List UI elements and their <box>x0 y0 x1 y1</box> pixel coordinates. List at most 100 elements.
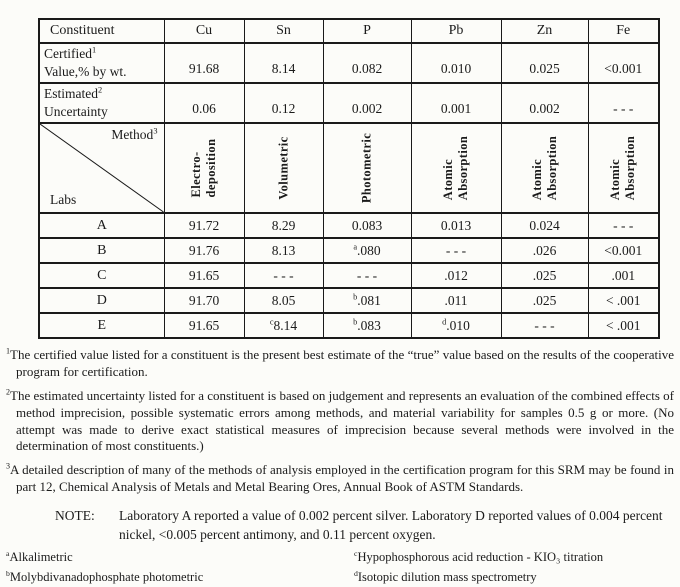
method-cell: Atomic Absorption <box>410 122 502 214</box>
value-cell: - - - <box>587 82 660 124</box>
footnote-marker-1: 1 <box>6 346 11 356</box>
value-cell: - - - <box>410 237 502 264</box>
method-label: Volumetric <box>276 136 290 200</box>
value-cell: b.083 <box>322 312 412 339</box>
footnote-marker-2: 2 <box>98 85 103 95</box>
method-word: Method <box>111 127 154 142</box>
row-label-estimated-uncertainty: Estimated2 Uncertainty <box>38 82 165 124</box>
value-cell: .025 <box>500 287 589 314</box>
corner-labs-label: Labs <box>50 192 77 207</box>
row-label-certified-value: Certified1 Value,% by wt. <box>38 42 165 84</box>
letter-footnotes: aAlkalimetric bMolybdivanadophosphate pho… <box>6 549 674 587</box>
lab-label-C: C <box>38 262 165 289</box>
value-cell: 0.013 <box>410 212 502 239</box>
value-cell: .012 <box>410 262 502 289</box>
lab-row-E: E 91.65 c8.14 b.083 d.010- - - < .001 <box>38 312 660 339</box>
cell-footnote-marker-b: b <box>353 292 358 301</box>
note-text: Laboratory A reported a value of 0.002 p… <box>119 508 663 543</box>
column-header-fe: Fe <box>587 18 660 44</box>
value-cell: 91.65 <box>163 262 245 289</box>
method-label: Atomic Absorption <box>529 135 559 201</box>
certification-table: Constituent Cu Sn P Pb Zn Fe Certified1 Value,%… <box>38 18 660 339</box>
method-cell: Volumetric <box>243 122 324 214</box>
value-cell: 0.12 <box>243 82 324 124</box>
value-cell: 0.025 <box>500 42 589 84</box>
value-cell: - - - <box>322 262 412 289</box>
value-cell: d.010 <box>410 312 502 339</box>
lab-row-D: D 91.70 8.05 b.081.011.025 < .001 <box>38 287 660 314</box>
footnote-marker-d: d <box>354 568 358 578</box>
method-label: Atomic Absorption <box>608 135 638 201</box>
value-cell: 8.14 <box>243 42 324 84</box>
value-cell: 91.72 <box>163 212 245 239</box>
diagonal-line <box>40 124 164 212</box>
value-cell: .026 <box>500 237 589 264</box>
cell-footnote-marker-c: c <box>269 317 274 326</box>
value-cell: c8.14 <box>243 312 324 339</box>
method-label: Photometric <box>359 132 374 204</box>
footnote-2: 2The estimated uncertainty listed for a … <box>6 387 674 454</box>
value-cell: 0.024 <box>500 212 589 239</box>
value-cell: - - - <box>587 212 660 239</box>
note-paragraph: NOTE: Laboratory A reported a value of 0.… <box>55 507 672 545</box>
value-cell: 0.002 <box>322 82 412 124</box>
column-header-constituent: Constituent <box>38 18 165 44</box>
column-header-p: P <box>322 18 412 44</box>
method-cell: Atomic Absorption <box>500 122 589 214</box>
value-cell: .025 <box>500 262 589 289</box>
footnote-marker-2: 2 <box>6 387 11 397</box>
method-cell: Electro- deposition <box>163 122 245 214</box>
labs-body: A 91.72 8.29 0.083 0.013 0.024- - - B 91.76 8.13… <box>38 212 660 339</box>
value-cell: 91.65 <box>163 312 245 339</box>
footnote-1: 1The certified value listed for a consti… <box>6 346 674 379</box>
cell-footnote-marker-a: a <box>353 242 358 251</box>
method-cell: Atomic Absorption <box>587 122 660 214</box>
value-cell: < .001 <box>587 287 660 314</box>
lab-row-B: B 91.76 8.13 a.080- - - .026 <0.001 <box>38 237 660 264</box>
footnote-3: 3A detailed description of many of the m… <box>6 462 674 495</box>
value-cell: 91.76 <box>163 237 245 264</box>
value-cell: .011 <box>410 287 502 314</box>
value-cell: - - - <box>243 262 324 289</box>
cell-footnote-marker-b: b <box>353 317 358 326</box>
footnote-marker-a: a <box>6 548 10 558</box>
estimated-label-line2: Uncertainty <box>44 104 108 119</box>
lab-label-E: E <box>38 312 165 339</box>
value-cell: 0.082 <box>322 42 412 84</box>
table-header-row: Constituent Cu Sn P Pb Zn Fe <box>38 18 660 44</box>
letter-footnotes-right: cHypophosphorous acid reduction - KIO₃ t… <box>340 549 674 587</box>
estimated-label-line1: Estimated <box>44 85 98 101</box>
certified-value-row: Certified1 Value,% by wt. 91.68 8.14 0.082 0… <box>38 42 660 84</box>
value-cell: <0.001 <box>587 237 660 264</box>
value-cell: 8.05 <box>243 287 324 314</box>
corner-method-label: Method3 <box>111 127 157 143</box>
footnote-marker-1: 1 <box>91 45 97 55</box>
value-cell: 91.70 <box>163 287 245 314</box>
footnote-marker-c: c <box>354 548 358 558</box>
letter-footnotes-left: aAlkalimetric bMolybdivanadophosphate pho… <box>6 549 340 587</box>
column-header-pb: Pb <box>410 18 502 44</box>
value-cell: 8.13 <box>243 237 324 264</box>
certified-label-line1: Certified <box>44 45 92 61</box>
value-cell: 0.06 <box>163 82 245 124</box>
value-cell: 91.68 <box>163 42 245 84</box>
value-cell: 8.29 <box>243 212 324 239</box>
value-cell: 0.002 <box>500 82 589 124</box>
value-cell: - - - <box>500 312 589 339</box>
column-header-zn: Zn <box>500 18 589 44</box>
lab-label-A: A <box>38 212 165 239</box>
footnote-marker-3: 3 <box>6 462 11 472</box>
numbered-footnotes: 1The certified value listed for a consti… <box>6 347 674 496</box>
cell-footnote-marker-d: d <box>442 317 447 326</box>
value-cell: <0.001 <box>587 42 660 84</box>
value-cell: a.080 <box>322 237 412 264</box>
value-cell: 0.001 <box>410 82 502 124</box>
column-header-cu: Cu <box>163 18 245 44</box>
lab-row-C: C 91.65- - -- - - .012.025.001 <box>38 262 660 289</box>
method-header-row: Method3 Labs Electro- deposition Volumetr… <box>38 122 660 214</box>
certified-label-line2: Value,% by wt. <box>44 64 127 79</box>
estimated-uncertainty-row: Estimated2 Uncertainty 0.06 0.12 0.002 0.001… <box>38 82 660 124</box>
value-cell: 0.083 <box>322 212 412 239</box>
letter-footnote-d: dIsotopic dilution mass spectrometry <box>354 568 537 584</box>
